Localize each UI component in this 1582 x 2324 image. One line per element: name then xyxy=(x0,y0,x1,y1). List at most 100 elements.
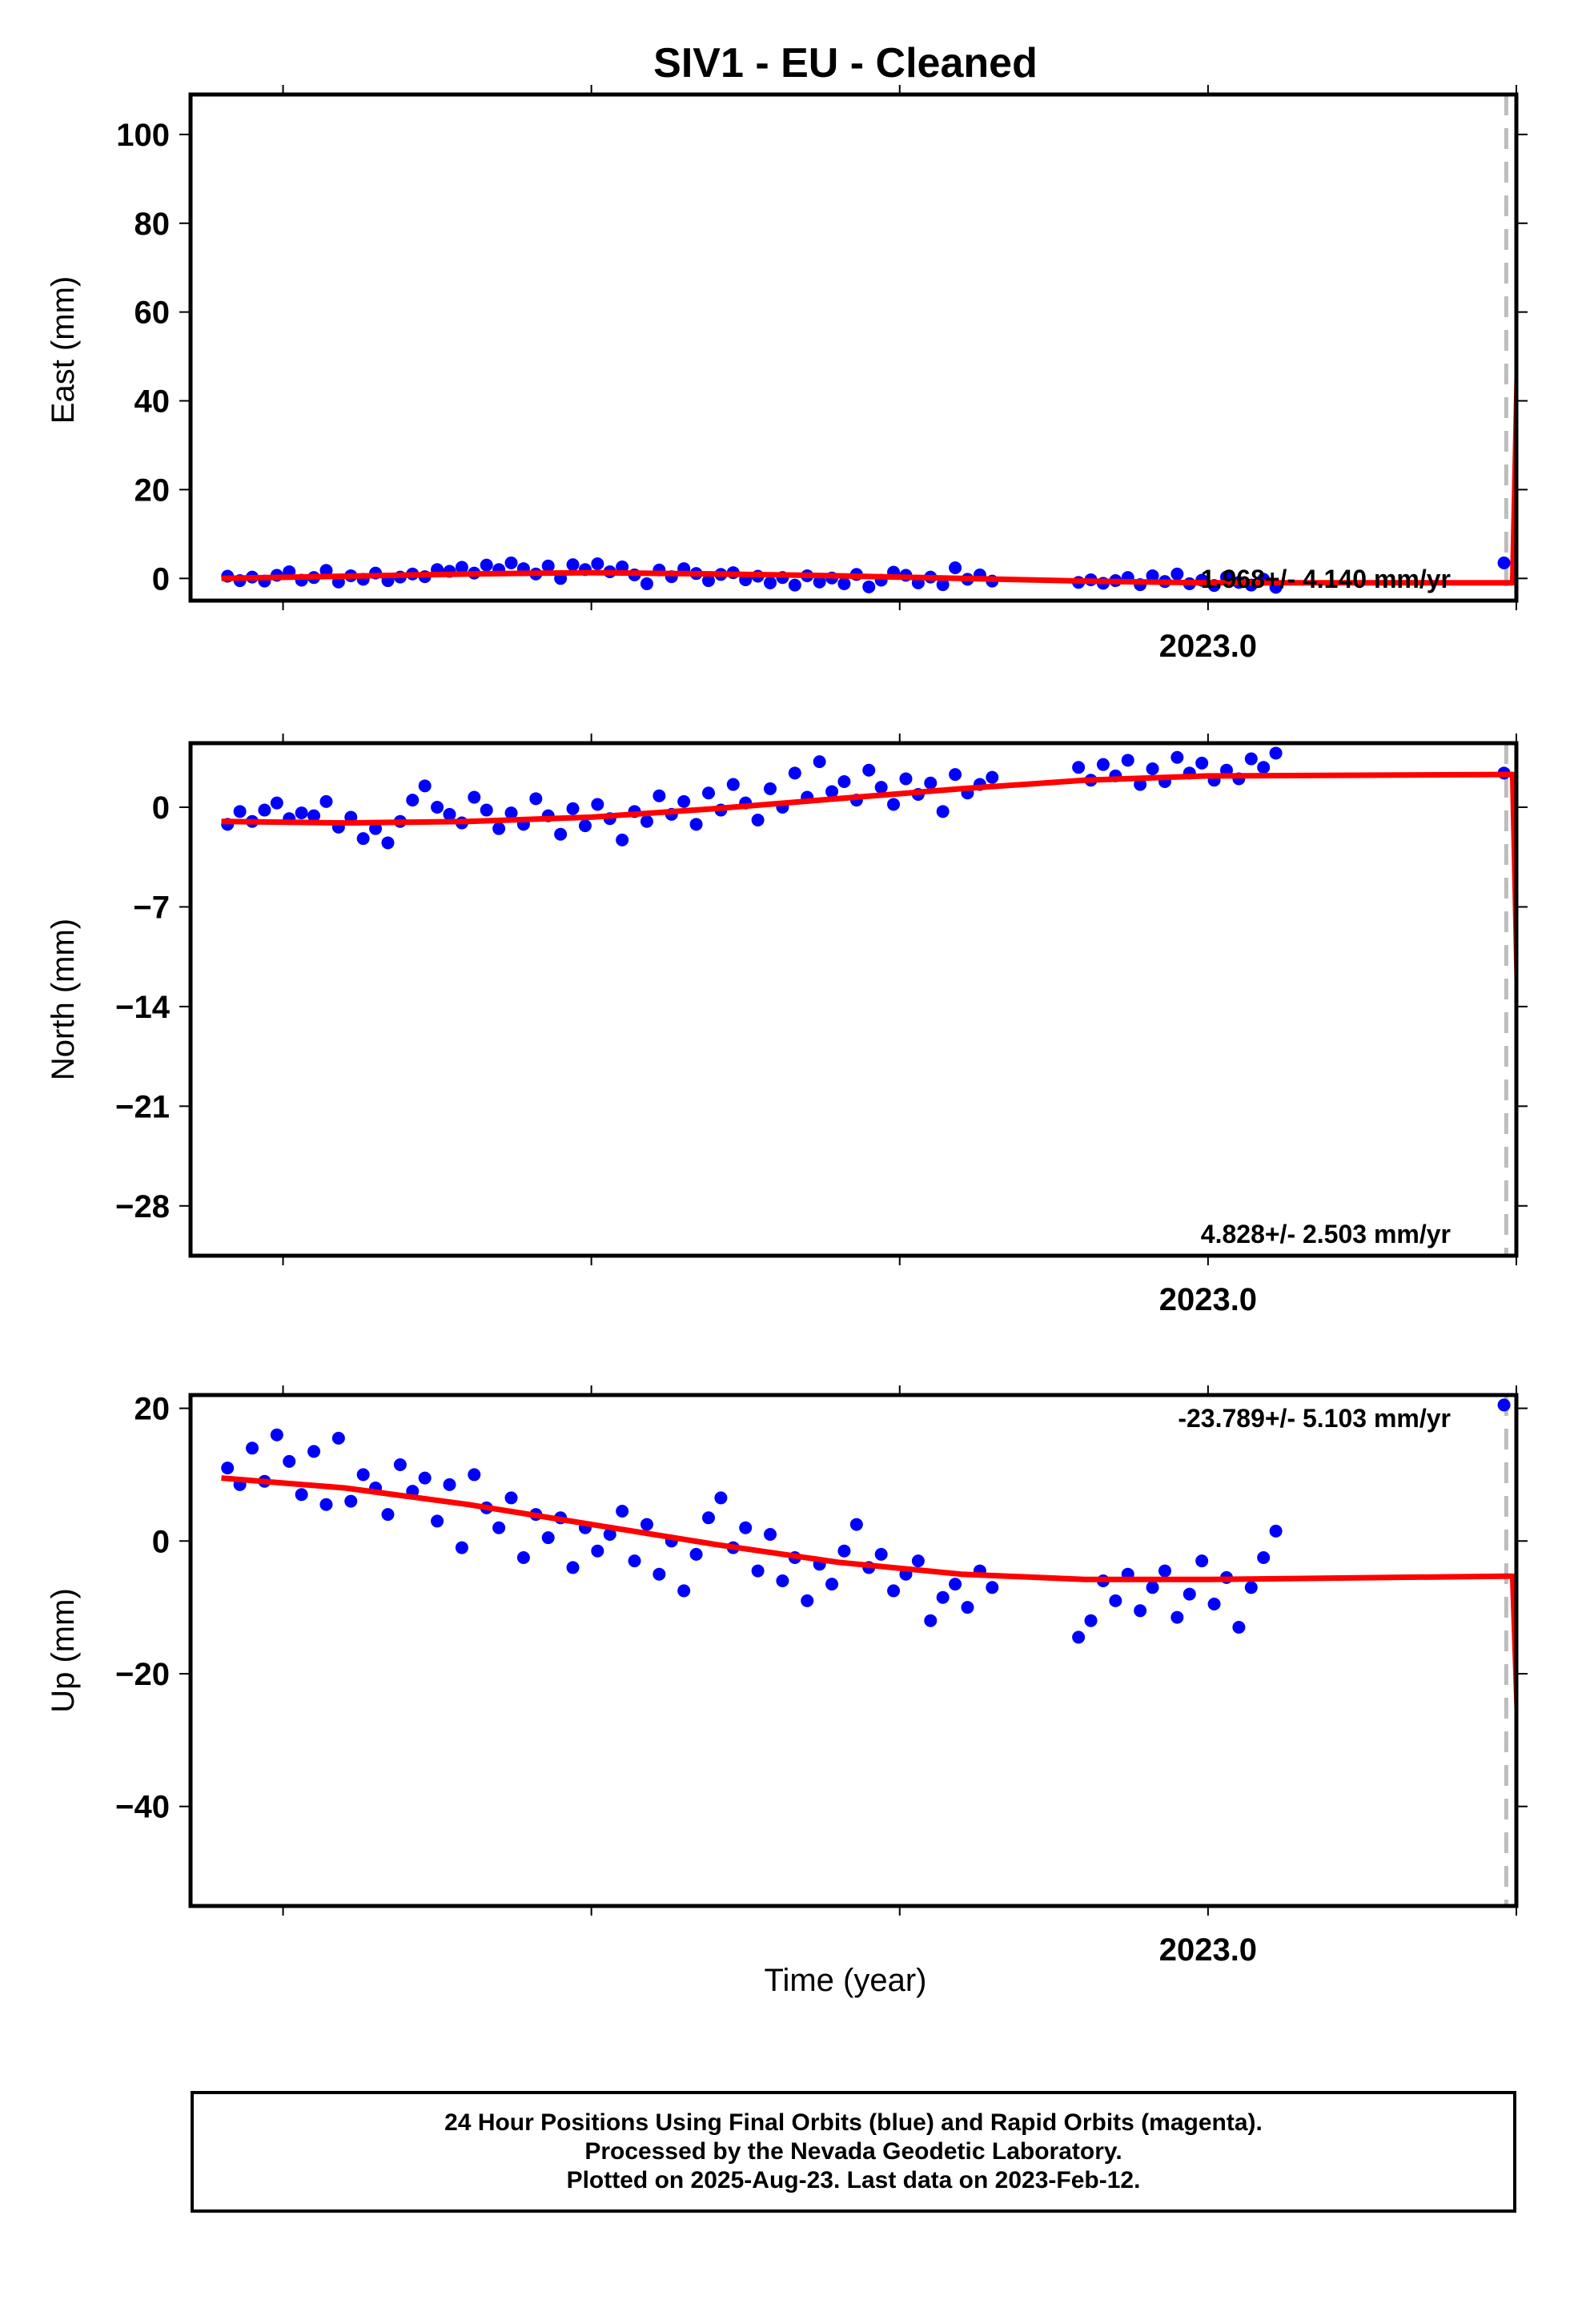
up-data-point xyxy=(307,1445,321,1458)
east-data-point xyxy=(936,578,950,592)
up-data-point xyxy=(689,1547,703,1561)
east-data-point xyxy=(813,575,826,589)
up-data-point xyxy=(677,1584,691,1598)
east-y-tick-label: 20 xyxy=(135,472,171,508)
up-data-point xyxy=(331,1431,345,1445)
north-data-point xyxy=(652,789,666,802)
footer-line-2: Processed by the Nevada Geodetic Laborat… xyxy=(584,2138,1122,2165)
up-data-point xyxy=(776,1574,789,1587)
north-data-point xyxy=(1072,761,1086,774)
up-data-point xyxy=(393,1458,407,1471)
up-data-point xyxy=(1134,1604,1147,1618)
east-panel: 2023.0 0 20 40 60 80 100 East (mm) 1.968+/- 4.14… xyxy=(46,85,1576,664)
up-data-point xyxy=(1541,1880,1554,1892)
north-data-point xyxy=(788,766,801,780)
up-data-point xyxy=(603,1528,616,1541)
up-data-point xyxy=(961,1601,974,1614)
up-data-point xyxy=(1563,1876,1576,1889)
north-data-point xyxy=(381,836,395,850)
north-data-point xyxy=(924,776,938,790)
east-rate-label: 1.968+/- 4.140 mm/yr xyxy=(1201,565,1451,593)
east-data-point xyxy=(1497,556,1511,569)
north-data-point xyxy=(949,768,962,782)
up-data-point xyxy=(541,1531,555,1545)
up-data-point xyxy=(837,1544,851,1558)
up-data-point xyxy=(764,1528,777,1541)
north-data-point xyxy=(295,806,308,820)
up-data-point xyxy=(1244,1581,1258,1594)
up-data-point xyxy=(270,1428,283,1441)
east-data-point xyxy=(1146,569,1159,582)
east-data-point xyxy=(480,558,493,572)
north-data-point xyxy=(1553,1236,1566,1249)
up-data-point xyxy=(701,1511,715,1525)
north-y-tick-label: −14 xyxy=(115,990,171,1025)
up-data-point xyxy=(986,1581,999,1594)
east-data-point xyxy=(541,559,555,573)
north-data-point xyxy=(689,818,703,831)
up-data-point xyxy=(652,1567,666,1581)
north-data-point xyxy=(529,792,543,806)
north-data-point xyxy=(1121,754,1134,767)
up-data-point xyxy=(1232,1621,1246,1634)
east-data-point xyxy=(1528,112,1541,125)
north-data-point xyxy=(1244,752,1258,766)
east-y-tick-label: 60 xyxy=(135,296,171,331)
up-y-tick-label: −20 xyxy=(115,1657,170,1692)
north-data-point xyxy=(764,782,777,795)
east-data-point xyxy=(566,558,580,572)
up-data-point xyxy=(1146,1581,1159,1594)
north-data-point xyxy=(233,805,247,818)
north-data-point xyxy=(701,786,715,800)
east-data-point xyxy=(949,561,962,574)
north-data-point xyxy=(813,755,826,769)
north-data-point xyxy=(1269,746,1283,760)
up-y-tick-label: 0 xyxy=(152,1524,170,1559)
north-data-point xyxy=(1528,1220,1541,1232)
up-data-point xyxy=(1109,1594,1122,1607)
north-data-point xyxy=(837,775,851,788)
east-data-point xyxy=(319,564,333,577)
north-panel: 2023.0 0 −7 −14 −21 −28 North (mm) 4.828+/- 2.5… xyxy=(46,734,1576,1317)
up-data-point xyxy=(616,1505,629,1518)
east-model-line xyxy=(221,284,1516,586)
north-data-layer xyxy=(221,743,1576,1258)
up-data-point xyxy=(356,1468,370,1482)
north-data-point xyxy=(986,770,999,784)
footer-line-3: Plotted on 2025-Aug-23. Last data on 202… xyxy=(566,2167,1141,2193)
north-data-point xyxy=(578,819,592,833)
up-rate-label: -23.789+/- 5.103 mm/yr xyxy=(1178,1404,1451,1433)
east-y-axis-label: East (mm) xyxy=(46,276,81,424)
up-data-point xyxy=(714,1491,728,1505)
east-y-tick-label: 100 xyxy=(116,118,170,153)
up-data-point xyxy=(221,1462,235,1475)
up-data-point xyxy=(492,1521,506,1534)
up-data-point xyxy=(1257,1551,1271,1564)
up-data-point xyxy=(924,1614,938,1627)
up-data-point xyxy=(1269,1524,1283,1538)
north-data-point xyxy=(418,779,432,793)
north-data-point xyxy=(554,827,568,841)
up-data-point xyxy=(319,1498,333,1511)
east-data-point xyxy=(455,561,468,574)
north-data-point xyxy=(726,778,740,791)
north-data-point xyxy=(1170,750,1184,764)
north-data-point xyxy=(640,814,653,828)
up-model-line xyxy=(221,1475,1516,1770)
north-rate-label: 4.828+/- 2.503 mm/yr xyxy=(1201,1220,1451,1248)
up-data-point xyxy=(936,1590,950,1604)
up-data-point xyxy=(516,1551,530,1564)
north-data-point xyxy=(492,822,506,835)
east-data-layer xyxy=(221,94,1576,601)
north-model-line xyxy=(221,771,1516,1072)
north-data-point xyxy=(616,833,629,846)
north-data-point xyxy=(1134,778,1147,791)
x-axis-label: Time (year) xyxy=(765,1963,927,1998)
east-data-point xyxy=(764,576,777,589)
north-data-point xyxy=(1541,1231,1554,1244)
up-data-point xyxy=(591,1544,604,1558)
east-data-point xyxy=(1563,99,1576,112)
north-data-point xyxy=(1563,1245,1576,1258)
up-data-point xyxy=(566,1561,580,1574)
